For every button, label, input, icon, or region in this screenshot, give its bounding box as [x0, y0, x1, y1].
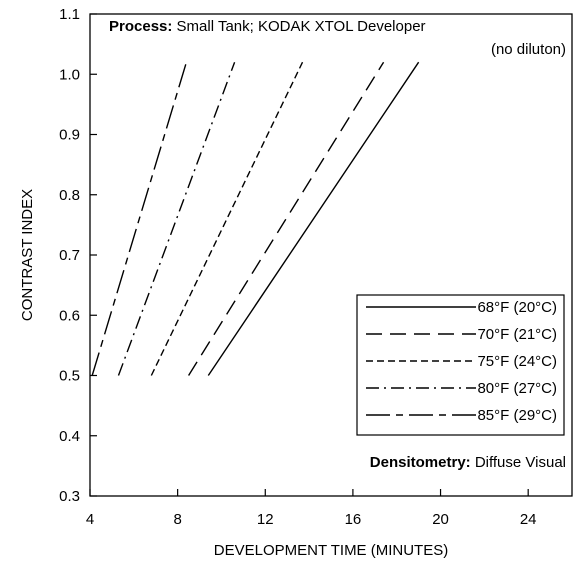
x-tick-label: 12 — [257, 511, 274, 528]
x-tick-label: 24 — [520, 511, 537, 528]
legend-label: 80°F (27°C) — [477, 380, 557, 397]
y-tick-label: 0.3 — [59, 488, 80, 505]
y-tick-label: 0.5 — [59, 368, 80, 385]
y-tick-label: 1.1 — [59, 6, 80, 23]
y-axis-title: CONTRAST INDEX — [19, 189, 36, 321]
y-tick-label: 0.8 — [59, 187, 80, 204]
x-tick-label: 16 — [345, 511, 362, 528]
densitometry-annotation: Densitometry: Diffuse Visual — [370, 454, 566, 471]
x-tick-label: 20 — [432, 511, 449, 528]
legend-label: 68°F (20°C) — [477, 299, 557, 316]
dilution-annotation: (no diluton) — [491, 41, 566, 58]
legend-label: 70°F (21°C) — [477, 326, 557, 343]
legend-label: 85°F (29°C) — [477, 407, 557, 424]
x-axis-title: DEVELOPMENT TIME (MINUTES) — [214, 542, 448, 559]
x-tick-label: 4 — [86, 511, 94, 528]
legend-label: 75°F (24°C) — [477, 353, 557, 370]
y-tick-label: 1.0 — [59, 66, 80, 83]
process-label: Process: — [109, 18, 172, 35]
densitometry-label: Densitometry: — [370, 454, 471, 471]
y-tick-label: 0.9 — [59, 127, 80, 144]
y-tick-label: 0.7 — [59, 247, 80, 264]
process-annotation: Process: Small Tank; KODAK XTOL Develope… — [109, 18, 426, 35]
y-tick-label: 0.6 — [59, 307, 80, 324]
densitometry-text: Diffuse Visual — [471, 454, 566, 471]
y-tick-label: 0.4 — [59, 428, 80, 445]
process-text: Small Tank; KODAK XTOL Developer — [172, 18, 425, 35]
x-tick-label: 8 — [173, 511, 181, 528]
